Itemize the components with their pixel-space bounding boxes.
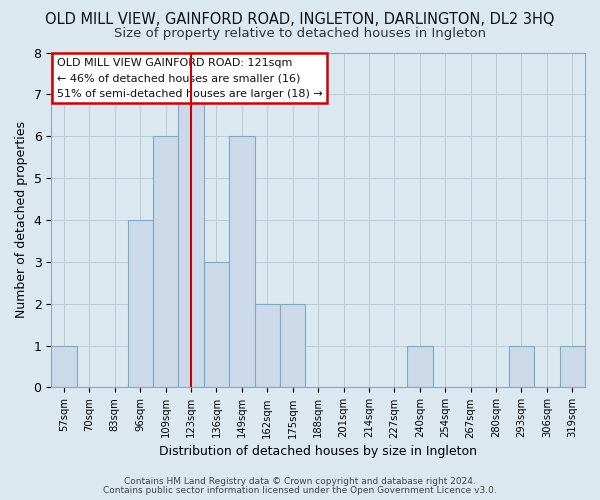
Bar (153, 136, 178, 388)
Y-axis label: Number of detached properties: Number of detached properties (15, 122, 28, 318)
Bar (254, 304, 280, 388)
Text: OLD MILL VIEW GAINFORD ROAD: 121sqm
← 46% of detached houses are smaller (16)
51: OLD MILL VIEW GAINFORD ROAD: 121sqm ← 46… (56, 58, 322, 98)
Bar (204, 262, 229, 388)
Text: Contains public sector information licensed under the Open Government Licence v3: Contains public sector information licen… (103, 486, 497, 495)
Bar (51, 346, 77, 388)
Bar (509, 346, 534, 388)
Text: Size of property relative to detached houses in Ingleton: Size of property relative to detached ho… (114, 28, 486, 40)
Bar (178, 94, 204, 388)
Bar (560, 346, 585, 388)
Bar (280, 304, 305, 388)
Bar (128, 220, 153, 388)
Text: Contains HM Land Registry data © Crown copyright and database right 2024.: Contains HM Land Registry data © Crown c… (124, 477, 476, 486)
Bar (229, 136, 254, 388)
X-axis label: Distribution of detached houses by size in Ingleton: Distribution of detached houses by size … (159, 444, 477, 458)
Text: OLD MILL VIEW, GAINFORD ROAD, INGLETON, DARLINGTON, DL2 3HQ: OLD MILL VIEW, GAINFORD ROAD, INGLETON, … (45, 12, 555, 28)
Bar (407, 346, 433, 388)
